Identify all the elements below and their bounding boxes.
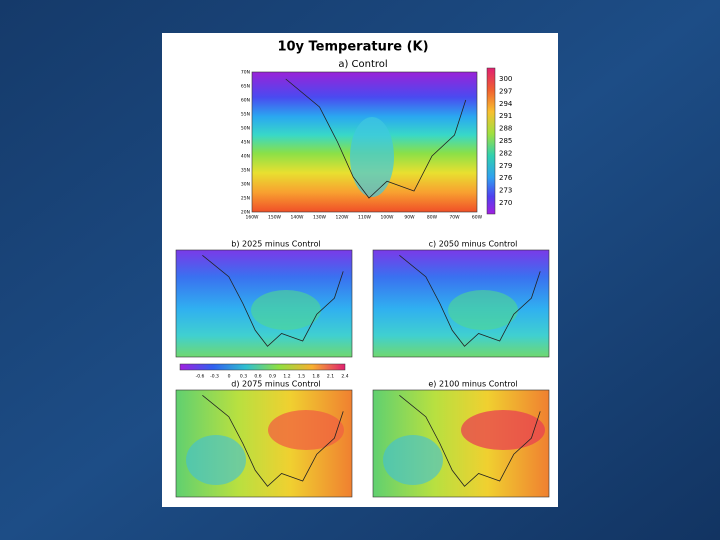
lat-label: 55N	[241, 112, 250, 118]
map-field	[268, 410, 344, 450]
colorbar-label: -0.6	[196, 374, 205, 380]
colorbar-label: 270	[499, 199, 512, 207]
lat-label: 35N	[241, 168, 250, 174]
lon-label: 130W	[313, 215, 327, 221]
map-label: e) 2100 minus Control	[428, 380, 517, 389]
colorbar-label: 273	[499, 187, 512, 195]
colorbar-label: -0.3	[210, 374, 219, 380]
coastline	[399, 255, 541, 347]
lat-label: 40N	[241, 154, 250, 160]
colorbar-label: 294	[499, 100, 513, 108]
map-label: b) 2025 minus Control	[231, 240, 320, 249]
lat-label: 70N	[241, 70, 250, 76]
colorbar	[179, 363, 346, 371]
colorbar-label: 285	[499, 137, 512, 145]
lat-label: 60N	[241, 98, 250, 104]
lon-label: 140W	[290, 215, 304, 221]
colorbar-label: 0.9	[269, 374, 276, 380]
coastline	[399, 395, 541, 487]
map-field	[186, 435, 246, 485]
lat-label: 30N	[241, 182, 250, 188]
lon-label: 150W	[268, 215, 282, 221]
colorbar-label: 300	[499, 75, 512, 83]
lon-label: 110W	[358, 215, 372, 221]
colorbar-label: 288	[499, 125, 512, 133]
lat-label: 20N	[241, 210, 250, 216]
figure-title: 10y Temperature (K)	[277, 40, 428, 55]
map-field	[448, 290, 518, 330]
colorbar-label: 2.1	[327, 374, 334, 380]
lon-label: 80W	[427, 215, 438, 221]
colorbar-label: 297	[499, 87, 512, 95]
map-label: a) Control	[338, 59, 387, 70]
map-label: d) 2075 minus Control	[231, 380, 320, 389]
lon-label: 120W	[335, 215, 349, 221]
colorbar-label: 2.4	[341, 374, 348, 380]
colorbar-label: 0.6	[254, 374, 261, 380]
lon-label: 160W	[245, 215, 259, 221]
colorbar-label: 291	[499, 112, 512, 120]
lon-label: 100W	[380, 215, 394, 221]
colorbar-label: 1.2	[283, 374, 290, 380]
colorbar-label: 279	[499, 162, 512, 170]
lat-label: 25N	[241, 196, 250, 202]
lat-label: 65N	[241, 84, 250, 90]
lat-label: 50N	[241, 126, 250, 132]
map-label: c) 2050 minus Control	[429, 240, 518, 249]
coastline	[202, 255, 344, 347]
map-field	[461, 410, 545, 450]
colorbar-label: 1.8	[312, 374, 319, 380]
colorbar-label: 0.3	[240, 374, 247, 380]
lat-label: 45N	[241, 140, 250, 146]
map-field	[251, 290, 321, 330]
lon-label: 60W	[472, 215, 483, 221]
coastline	[202, 395, 344, 487]
colorbar-label: 282	[499, 149, 512, 157]
colorbar	[486, 67, 496, 215]
colorbar-label: 0	[228, 374, 231, 380]
lon-label: 70W	[449, 215, 460, 221]
map-field	[350, 117, 394, 197]
colorbar-label: 276	[499, 174, 513, 182]
lon-label: 90W	[404, 215, 415, 221]
coastline	[285, 78, 467, 199]
colorbar-label: 1.5	[298, 374, 305, 380]
map-field	[383, 435, 443, 485]
